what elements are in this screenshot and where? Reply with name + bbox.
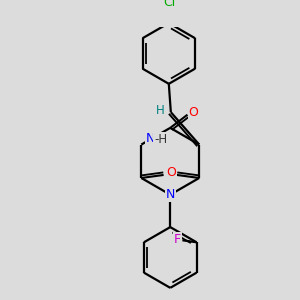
Text: N: N: [146, 132, 155, 145]
Text: H: H: [156, 103, 165, 117]
Text: N: N: [166, 188, 175, 201]
Text: O: O: [165, 168, 175, 182]
Text: O: O: [189, 106, 199, 119]
Text: F: F: [174, 233, 181, 246]
Text: O: O: [166, 167, 176, 179]
Text: -H: -H: [154, 133, 167, 146]
Text: Cl: Cl: [164, 0, 176, 9]
